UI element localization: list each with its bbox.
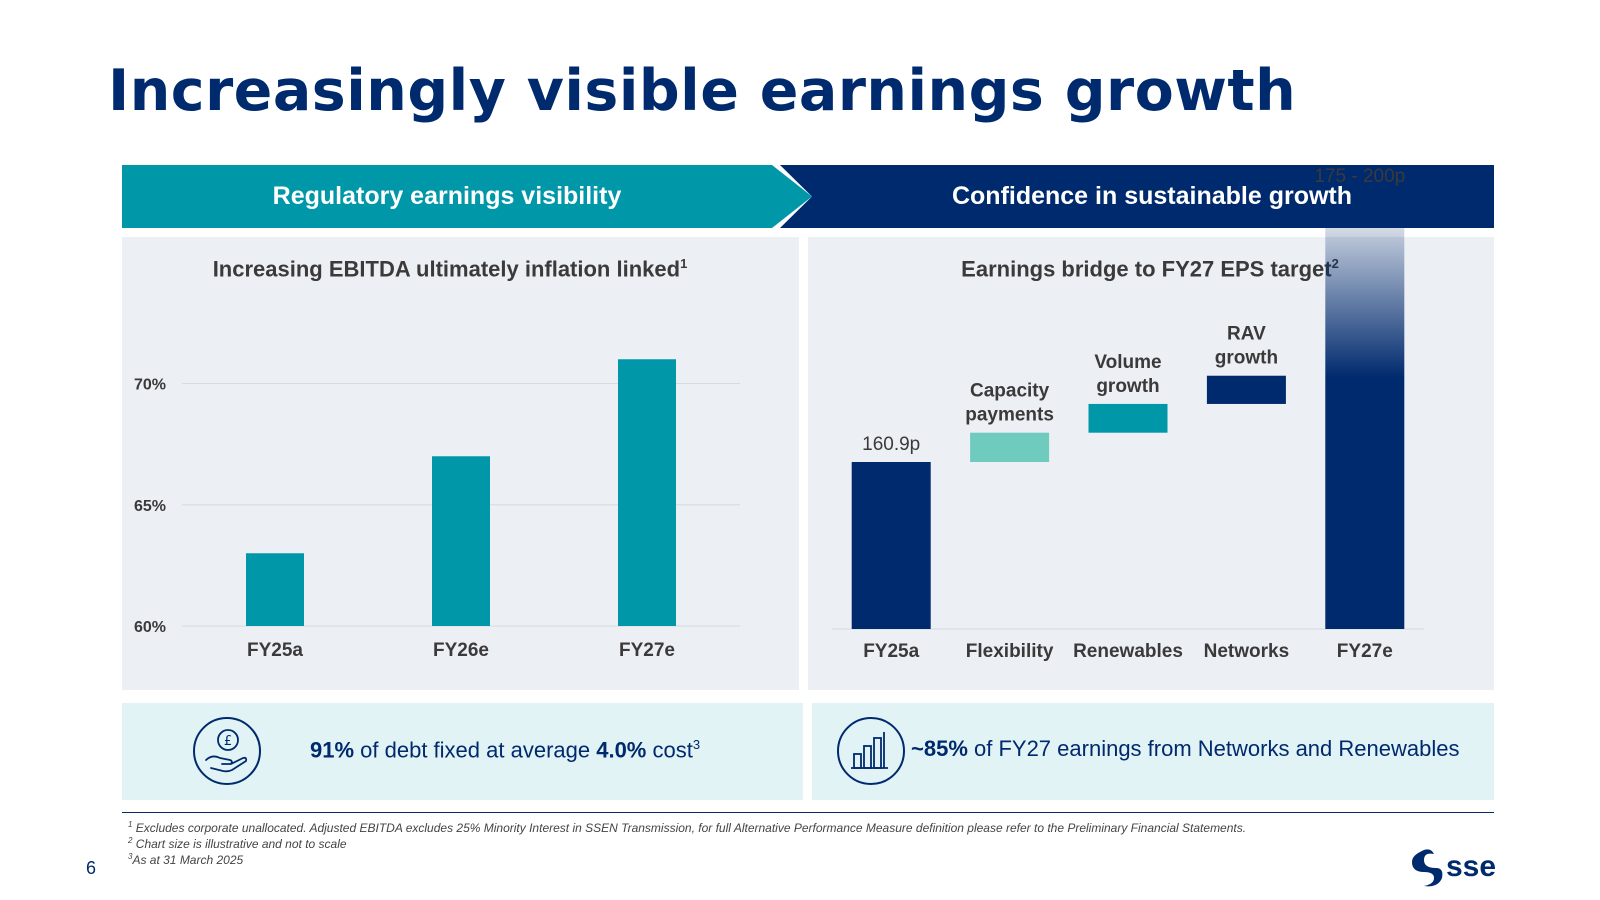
- info-box-earnings: [812, 703, 1494, 800]
- banner-left-label: Regulatory earnings visibility: [272, 182, 622, 210]
- info-earnings-bold1: ~85%: [911, 736, 968, 761]
- step-label: Capacity: [970, 381, 1050, 402]
- bar: [246, 553, 304, 626]
- left-chart-title-text: Increasing EBITDA ultimately inflation l…: [212, 256, 681, 282]
- page-title: Increasingly visible earnings growth: [108, 58, 1297, 124]
- footnote-2-sup: 2: [128, 836, 133, 845]
- step-label: growth: [1215, 348, 1278, 369]
- eps-waterfall-chart: 160.9p FY25a Capacity payments Flexibility Vo…: [832, 166, 1424, 662]
- bar-range-fade: [1325, 197, 1405, 378]
- pound-coin-hand-icon: £: [193, 717, 261, 785]
- bar-chart-icon: [837, 717, 905, 785]
- banner-right: Confidence in sustainable growth: [780, 165, 1494, 228]
- right-chart-title-text: Earnings bridge to FY27 EPS target: [961, 256, 1332, 282]
- svg-text:£: £: [224, 734, 232, 749]
- footnote-3-text: As at 31 March 2025: [132, 853, 244, 867]
- data-label: 160.9p: [862, 434, 920, 455]
- banner-left-shape: [122, 165, 812, 228]
- y-tick-label: 65%: [134, 498, 166, 515]
- info-earnings-text: ~85% of FY27 earnings from Networks and …: [911, 736, 1459, 762]
- banner-left: Regulatory earnings visibility: [122, 165, 812, 228]
- info-debt-text1: of debt fixed at average: [354, 737, 597, 763]
- x-tick-label: FY25a: [247, 640, 303, 661]
- x-tick-label: FY27e: [1337, 641, 1393, 662]
- footnote-3: 3As at 31 March 2025: [128, 852, 243, 867]
- y-tick-label: 70%: [134, 377, 166, 394]
- page-number: 6: [86, 858, 97, 878]
- left-chart-title-sup: 1: [680, 256, 688, 271]
- bar-increment: [1206, 375, 1286, 404]
- sse-logo-text: sse: [1446, 850, 1496, 883]
- x-tick-label: FY26e: [433, 640, 489, 661]
- info-earnings-text1: of FY27 earnings from Networks and Renew…: [967, 736, 1460, 761]
- data-label: 175 - 200p: [1314, 166, 1405, 187]
- step-label: growth: [1096, 376, 1159, 397]
- footnote-1-sup: 1: [128, 820, 133, 829]
- footnote-2: 2 Chart size is illustrative and not to …: [128, 836, 347, 851]
- info-debt-bold2: 4.0%: [596, 737, 647, 763]
- step-label: Volume: [1094, 352, 1161, 373]
- sse-logo: sse: [1412, 849, 1496, 887]
- right-chart-title: Earnings bridge to FY27 EPS target2: [820, 256, 1480, 282]
- x-tick-label: Flexibility: [966, 641, 1054, 662]
- x-tick-label: FY25a: [863, 641, 919, 662]
- left-chart-title: Increasing EBITDA ultimately inflation l…: [130, 256, 770, 282]
- info-debt-text2: cost: [646, 737, 693, 763]
- x-tick-label: Networks: [1204, 641, 1290, 662]
- bar-total-fy27: [1325, 377, 1405, 629]
- bar-total: [851, 462, 931, 629]
- footnote-3-sup: 3: [128, 852, 133, 861]
- info-debt-bold1: 91%: [310, 737, 355, 763]
- info-debt-text: 91% of debt fixed at average 4.0% cost3: [310, 737, 700, 763]
- banner-right-shape: [780, 165, 1494, 228]
- footnote-1-text: Excludes corporate unallocated. Adjusted…: [132, 821, 1247, 835]
- ebitda-bar-chart: 60% 65% 70% FY25a FY26e FY27e: [134, 359, 740, 661]
- x-tick-label: Renewables: [1073, 641, 1183, 662]
- banner-right-label: Confidence in sustainable growth: [951, 182, 1353, 210]
- bar: [432, 456, 490, 626]
- y-tick-label: 60%: [134, 619, 166, 636]
- bar: [618, 359, 676, 626]
- bar-increment: [970, 432, 1050, 462]
- footnote-2-text: Chart size is illustrative and not to sc…: [132, 837, 347, 851]
- footnote-1: 1 Excludes corporate unallocated. Adjust…: [128, 820, 1246, 835]
- footer-rule: [122, 812, 1494, 813]
- step-label: payments: [965, 405, 1054, 426]
- x-tick-label: FY27e: [619, 640, 675, 661]
- info-debt-sup: 3: [692, 737, 701, 752]
- step-label: RAV: [1227, 324, 1266, 345]
- bar-increment: [1088, 403, 1168, 433]
